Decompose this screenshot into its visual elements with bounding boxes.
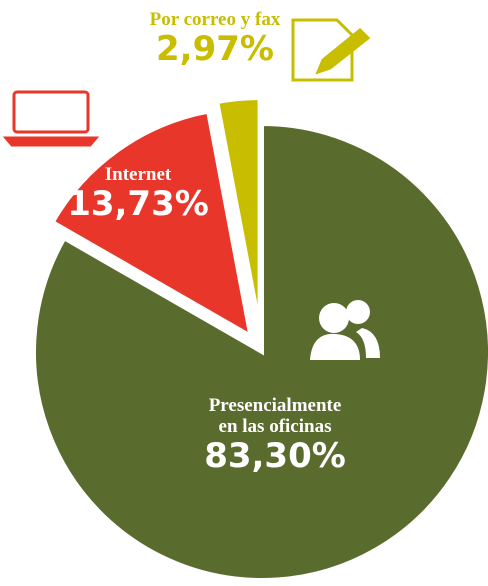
people-icon	[310, 300, 380, 360]
category-name: Por correo y fax	[149, 9, 281, 30]
pie-slice	[49, 109, 254, 340]
slice-label: Por correo y fax 2,97%	[140, 9, 290, 69]
value-label: 83,30%	[204, 435, 346, 476]
laptop-icon	[2, 90, 100, 147]
pie-slice	[214, 96, 262, 327]
value-label: 13,73%	[67, 183, 209, 224]
slice-label: Internet 13,73%	[58, 164, 218, 224]
form-icon	[291, 18, 371, 82]
pie-slice	[32, 121, 488, 582]
category-name: Internet	[104, 164, 172, 185]
category-name: Presencialmente en las oficinas	[208, 395, 342, 437]
slice-label: Presencialmente en las oficinas 83,30%	[180, 395, 370, 476]
value-label: 2,97%	[156, 28, 274, 69]
